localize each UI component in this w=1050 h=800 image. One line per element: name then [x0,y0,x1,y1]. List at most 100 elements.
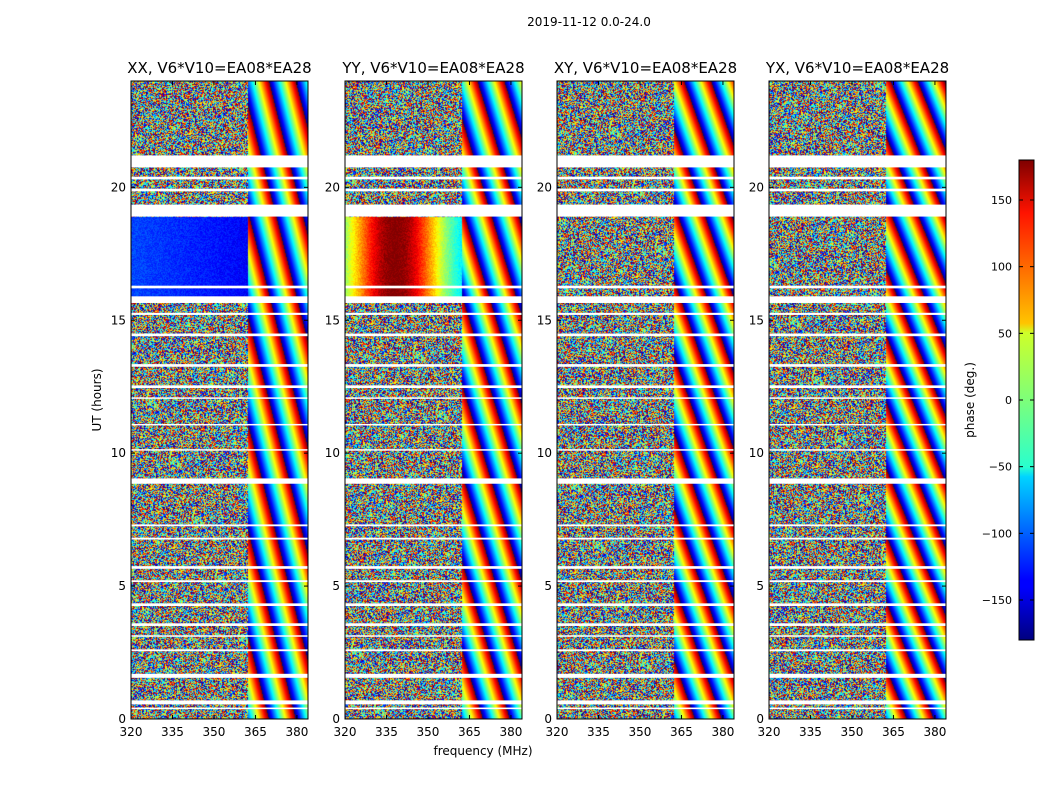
x-tick-label: 365 [458,725,481,739]
flagged-gap [345,649,522,652]
flagged-gap [131,700,308,705]
flagged-gap [769,385,946,389]
flagged-gap [557,155,734,168]
flagged-gap [769,204,946,217]
heatmap-image [131,81,308,719]
y-tick-label: 20 [537,180,552,194]
panel-yx: YX, V6*V10=EA08*EA28 320 335 350 365 380 0 5 10 1… [749,59,949,739]
x-tick-label: 320 [120,725,143,739]
flagged-gap [769,155,946,168]
flagged-gap [557,537,734,540]
flagged-gap [131,333,308,337]
flagged-gap [345,623,522,626]
flagged-gap [557,673,734,678]
axes-frame [768,80,947,720]
flagged-gap [557,397,734,399]
y-tick-label: 0 [756,712,764,726]
x-tick-label: 365 [670,725,693,739]
flagged-gap [345,176,522,180]
flagged-gap [557,603,734,607]
flagged-gap [557,423,734,426]
flagged-gap [131,312,308,315]
y-tick-label: 15 [537,313,552,327]
flagged-gap [131,176,308,180]
heatmap-image [345,81,522,719]
y-tick-label: 20 [325,180,340,194]
flagged-gap [131,285,308,289]
flagged-gap [557,449,734,451]
panel-title: XY, V6*V10=EA08*EA28 [554,59,737,77]
y-axis-label: UT (hours) [90,368,104,431]
y-tick-label: 5 [332,579,340,593]
flagged-gap [769,333,946,337]
flagged-gap [345,364,522,367]
x-tick-label: 320 [334,725,357,739]
y-tick-label: 15 [325,313,340,327]
flagged-gap [557,478,734,484]
colorbar: −150 −100 −50 0 50 100 150 phase (deg.) [963,159,1035,641]
flagged-gap [769,537,946,540]
flagged-gap [131,649,308,652]
flagged-gap [131,296,308,303]
x-tick-label: 380 [711,725,734,739]
x-tick-label: 380 [285,725,308,739]
flagged-gap [345,580,522,583]
colorbar-tick-label: −150 [982,594,1012,607]
flagged-gap [557,700,734,705]
flagged-gap [345,700,522,705]
colorbar-tick-label: −50 [989,461,1012,474]
flagged-gap [345,566,522,569]
flagged-gap [557,566,734,569]
y-tick-label: 10 [537,446,552,460]
panel-title: XX, V6*V10=EA08*EA28 [127,59,311,77]
heatmap-image [769,81,946,719]
y-tick-label: 10 [325,446,340,460]
flagged-gap [131,155,308,168]
flagged-gap [557,649,734,652]
y-tick-label: 15 [111,313,126,327]
panel-xx: XX, V6*V10=EA08*EA28 320 335 350 365 380 0 5 10 1… [111,59,312,739]
flagged-gap [557,524,734,527]
panel-yy: YY, V6*V10=EA08*EA28 320 335 350 365 380 0 5 10 1… [325,59,525,739]
flagged-gap [557,296,734,303]
flagged-gap [345,478,522,484]
flagged-gap [345,333,522,337]
y-tick-label: 5 [118,579,126,593]
flagged-gap [557,285,734,289]
flagged-gap [131,524,308,527]
y-tick-label: 0 [544,712,552,726]
colorbar-label: phase (deg.) [963,362,977,438]
flagged-gap [345,635,522,637]
flagged-gap [769,364,946,367]
flagged-gap [345,285,522,289]
flagged-gap [557,204,734,217]
colorbar-tick-label: 150 [991,194,1012,207]
x-tick-label: 365 [882,725,905,739]
axes-frame [556,80,735,720]
flagged-gap [345,188,522,192]
flagged-gap [557,385,734,389]
flagged-gap [131,707,308,710]
flagged-gap [557,635,734,637]
panels-group: XX, V6*V10=EA08*EA28 320 335 350 365 380 0 5 10 1… [111,59,949,739]
figure-suptitle: 2019-11-12 0.0-24.0 [527,15,651,29]
flagged-gap [345,603,522,607]
flagged-gap [131,478,308,484]
flagged-gap [131,449,308,451]
panel-title: YY, V6*V10=EA08*EA28 [341,59,524,77]
flagged-gap [557,364,734,367]
colorbar-tick-label: 50 [998,327,1012,340]
flagged-gap [131,385,308,389]
y-tick-label: 20 [749,180,764,194]
x-tick-label: 380 [499,725,522,739]
x-tick-label: 350 [417,725,440,739]
flagged-gap [769,566,946,569]
flagged-gap [769,285,946,289]
x-tick-label: 365 [244,725,267,739]
flagged-gap [345,423,522,426]
flagged-gap [131,397,308,399]
flagged-gap [557,312,734,315]
flagged-gap [131,364,308,367]
x-tick-label: 335 [161,725,184,739]
